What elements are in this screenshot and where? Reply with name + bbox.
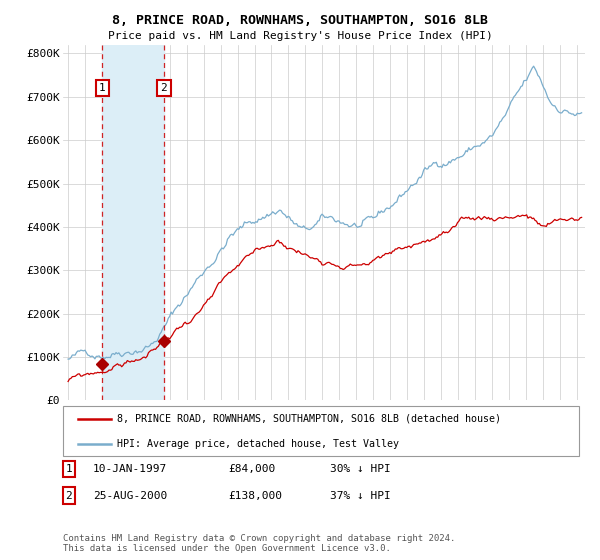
Text: £138,000: £138,000	[228, 491, 282, 501]
Text: 2: 2	[65, 491, 73, 501]
Text: 2: 2	[160, 83, 167, 93]
Text: 30% ↓ HPI: 30% ↓ HPI	[330, 464, 391, 474]
Text: 10-JAN-1997: 10-JAN-1997	[93, 464, 167, 474]
Text: 1: 1	[65, 464, 73, 474]
Text: £84,000: £84,000	[228, 464, 275, 474]
Bar	[103, 45, 164, 400]
Text: 25-AUG-2000: 25-AUG-2000	[93, 491, 167, 501]
Text: HPI: Average price, detached house, Test Valley: HPI: Average price, detached house, Test…	[117, 438, 399, 449]
Text: 8, PRINCE ROAD, ROWNHAMS, SOUTHAMPTON, SO16 8LB (detached house): 8, PRINCE ROAD, ROWNHAMS, SOUTHAMPTON, S…	[117, 414, 501, 424]
Text: Price paid vs. HM Land Registry's House Price Index (HPI): Price paid vs. HM Land Registry's House …	[107, 31, 493, 41]
Text: 37% ↓ HPI: 37% ↓ HPI	[330, 491, 391, 501]
Text: 8, PRINCE ROAD, ROWNHAMS, SOUTHAMPTON, SO16 8LB: 8, PRINCE ROAD, ROWNHAMS, SOUTHAMPTON, S…	[112, 14, 488, 27]
Text: 1: 1	[99, 83, 106, 93]
Text: Contains HM Land Registry data © Crown copyright and database right 2024.
This d: Contains HM Land Registry data © Crown c…	[63, 534, 455, 553]
